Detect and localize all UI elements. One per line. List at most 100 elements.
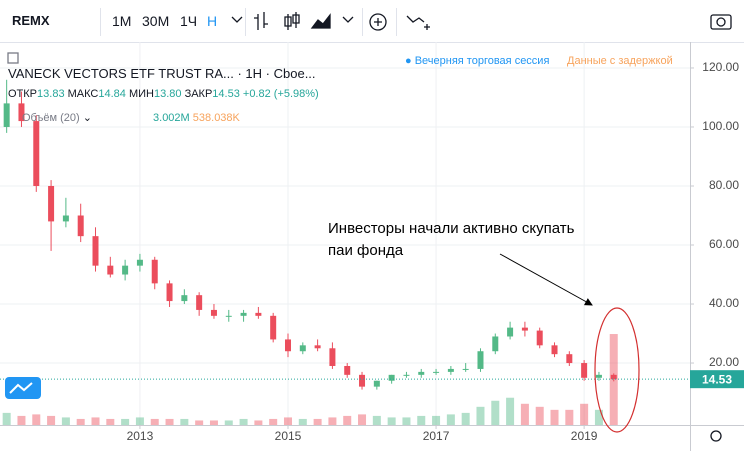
candles-icon[interactable] <box>284 12 300 30</box>
ohlc-label: ЗАКР <box>184 88 213 100</box>
volume-ma: 538.038K <box>192 112 240 124</box>
area-icon[interactable] <box>310 13 331 29</box>
candle-body <box>18 103 25 122</box>
volume-bar <box>135 417 144 425</box>
volume-bar <box>91 417 100 425</box>
volume-legend: Объём (20) ⌄ 3.002M 538.038K <box>22 112 240 124</box>
volume-bar <box>76 418 85 425</box>
volume-bar <box>239 418 248 425</box>
volume-bar <box>195 420 204 425</box>
candle-body <box>507 327 514 337</box>
candle-body <box>521 327 528 331</box>
candle-body <box>581 363 588 378</box>
candle-body <box>225 315 232 317</box>
volume-bar <box>313 418 322 425</box>
candle-body <box>255 312 262 316</box>
volume-bar <box>535 406 544 425</box>
y-tick-label: 100.00 <box>702 119 739 133</box>
candle-body <box>122 265 129 275</box>
candle-body <box>270 315 277 340</box>
ohlc: ОТКР13.83 МАКС14.84 МИН13.80 ЗАКР14.53 +… <box>8 88 319 100</box>
interval[interactable]: 1М <box>112 13 132 29</box>
volume-bar <box>328 417 337 425</box>
snapshot-icon[interactable] <box>710 14 732 30</box>
volume-bar <box>476 406 485 425</box>
ohlc-label: МИН <box>128 88 154 100</box>
volume-bar <box>17 415 26 425</box>
last-price-label: 14.53 <box>702 372 732 386</box>
symbol[interactable]: REMX <box>12 13 50 28</box>
candle-body <box>359 374 366 387</box>
volume-bar <box>121 418 130 425</box>
legend-title: VANECK VECTORS ETF TRUST RA... · 1Н · Cb… <box>8 66 316 81</box>
change: +0.82 (+5.98%) <box>242 88 319 100</box>
candle-body <box>403 374 410 376</box>
legend-interval: 1Н <box>245 66 263 81</box>
candle-body <box>48 185 55 222</box>
annotation-arrow <box>499 253 593 306</box>
candle-body <box>181 295 188 302</box>
volume-bar <box>594 409 603 425</box>
ohlc-value: 14.53 <box>212 88 240 100</box>
ohlc-value: 14.84 <box>98 88 126 100</box>
volume-bar <box>491 400 500 425</box>
volume-bar <box>2 412 11 425</box>
candle-body <box>166 283 173 302</box>
volume-bar <box>298 418 307 425</box>
candle-body <box>566 354 573 364</box>
volume-bar <box>150 418 159 425</box>
candle-body <box>595 374 602 378</box>
candle-body <box>3 103 10 127</box>
volume-bar <box>32 414 41 425</box>
y-tick-label: 60.00 <box>709 237 739 251</box>
volume-bar <box>432 415 441 425</box>
candle-body <box>477 351 484 369</box>
candle-body <box>492 336 499 352</box>
y-tick-label: 20.00 <box>709 355 739 369</box>
y-tick-label: 40.00 <box>709 296 739 310</box>
candle-body <box>388 374 395 381</box>
volume-bar <box>106 418 115 425</box>
candle-body <box>92 236 99 266</box>
volume-value: 3.002M <box>153 112 190 124</box>
logo-icon <box>9 382 33 394</box>
candle-body <box>62 215 69 222</box>
interval[interactable]: 1Ч <box>180 13 198 29</box>
volume-bar <box>180 418 189 425</box>
candle-body <box>329 348 336 366</box>
volume-bar <box>461 412 470 425</box>
candle-body <box>107 265 114 275</box>
delay-note: Данные с задержкой <box>567 55 673 67</box>
interval[interactable]: 30М <box>142 13 170 29</box>
volume-bar <box>580 403 589 425</box>
interval-active[interactable]: Н <box>207 13 218 29</box>
dropdown-icon[interactable] <box>342 16 354 23</box>
candle-body <box>551 345 558 355</box>
y-tick-label: 80.00 <box>709 178 739 192</box>
candle-body <box>299 345 306 352</box>
candle-body <box>610 374 617 380</box>
volume-bar <box>417 415 426 425</box>
x-tick-label: 2019 <box>571 429 598 443</box>
candle-body <box>418 371 425 375</box>
volume-bar <box>387 417 396 425</box>
compare-icon[interactable] <box>369 13 387 31</box>
bars-icon[interactable] <box>254 12 268 30</box>
candle-body <box>462 368 469 370</box>
candle-body <box>240 312 247 316</box>
session-text: Вечерняя торговая сессия <box>414 55 550 67</box>
dropdown-icon[interactable] <box>231 16 243 23</box>
candle-body <box>196 295 203 310</box>
ohlc-label: ОТКР <box>8 88 38 100</box>
exchange: Cboe... <box>273 66 316 81</box>
indicators-icon[interactable] <box>406 15 430 30</box>
candle-body <box>447 368 454 372</box>
compare-plus[interactable] <box>374 18 382 26</box>
volume-bar <box>165 418 174 425</box>
candle-body <box>136 259 143 266</box>
y-tick-label: 120.00 <box>702 60 739 74</box>
settings-icon[interactable] <box>710 430 722 442</box>
collapse-icon[interactable] <box>7 52 19 64</box>
